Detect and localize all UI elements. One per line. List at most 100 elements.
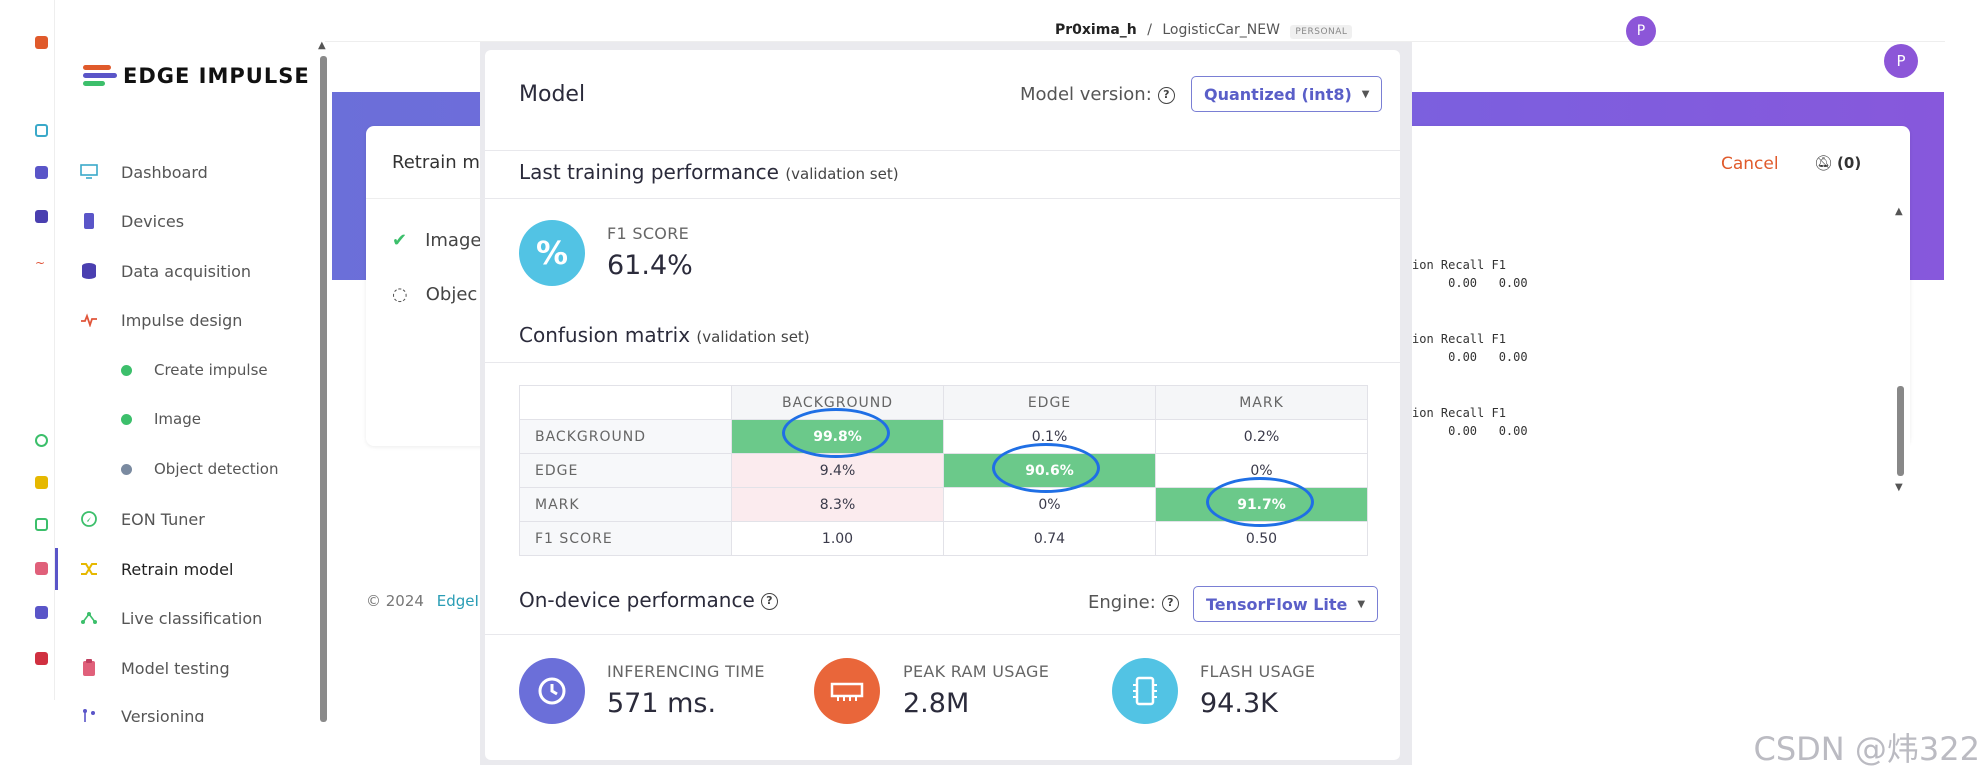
ondevice-title: On-device performance? — [519, 588, 778, 612]
sidebar-item-label: Data acquisition — [121, 261, 252, 281]
sidebar-item-impulse-design[interactable]: Impulse design — [79, 310, 242, 330]
section-title: Last training performance — [519, 160, 779, 184]
avatar[interactable]: P — [1626, 16, 1656, 46]
sidebar-item-eon-tuner[interactable]: EON Tuner — [79, 509, 205, 529]
step-image: ✔ Image — [392, 230, 481, 251]
divider — [485, 634, 1400, 635]
console-scrollbar[interactable]: ▲ ▼ — [1895, 206, 1907, 496]
model-version-value: Quantized (int8) — [1204, 84, 1352, 104]
project-owner[interactable]: Pr0xima_h — [1055, 22, 1137, 38]
column-header: EDGE — [943, 385, 1156, 420]
table-cell: 1.00 — [731, 521, 944, 556]
rail-branch-icon[interactable] — [35, 606, 48, 619]
bell-off-icon: 🔕︎ — [1814, 154, 1834, 172]
sidebar-item-model-testing[interactable]: Model testing — [79, 658, 230, 678]
rail-shuffle-icon[interactable] — [35, 476, 48, 489]
sidebar-item-object-detection[interactable]: Object detection — [121, 460, 278, 478]
avatar[interactable]: P — [1884, 44, 1918, 78]
rail-database-icon[interactable] — [35, 210, 48, 223]
help-icon[interactable]: ? — [760, 593, 778, 610]
engine-value: TensorFlow Lite — [1206, 594, 1348, 614]
sidebar-item-devices[interactable]: Devices — [79, 211, 184, 231]
console-line: ion Recall F1 — [1412, 406, 1506, 420]
project-name[interactable]: LogisticCar_NEW — [1162, 22, 1280, 38]
table-row: BACKGROUND 99.8% 0.1% 0.2% — [519, 419, 1368, 454]
divider — [485, 198, 1400, 199]
training-console: ion Recall F1 0.00 0.00 ion Recall F1 0.… — [1412, 200, 1910, 518]
section-title: Confusion matrix — [519, 323, 691, 347]
chip-icon — [79, 211, 99, 231]
shuffle-icon — [79, 559, 99, 579]
sidebar-item-label: Dashboard — [121, 162, 208, 182]
status-dot-icon — [121, 413, 132, 425]
sidebar-item-data-acquisition[interactable]: Data acquisition — [79, 261, 251, 281]
engine-dropdown[interactable]: TensorFlow Lite ▼ — [1193, 586, 1379, 622]
sidebar-item-label: Retrain model — [121, 559, 234, 579]
divider — [485, 150, 1400, 151]
status-dot-icon — [121, 364, 132, 376]
last-training-title: Last training performance (validation se… — [519, 160, 899, 184]
column-header: MARK — [1155, 385, 1368, 420]
console-line: 0.00 0.00 — [1412, 350, 1528, 364]
table-cell: 0% — [1155, 453, 1368, 488]
help-icon[interactable]: ? — [1157, 86, 1175, 104]
clipboard-icon — [79, 658, 99, 678]
rail-cube-icon[interactable] — [35, 652, 48, 665]
notifications-button[interactable]: 🔕︎ (0) — [1814, 154, 1861, 172]
caret-down-icon: ▼ — [1357, 598, 1366, 610]
edge-impulse-logo-icon — [83, 65, 117, 87]
scroll-up-arrow-icon[interactable]: ▲ — [1895, 206, 1903, 217]
model-version-dropdown[interactable]: Quantized (int8) ▼ — [1191, 76, 1383, 112]
rail-compass-icon[interactable] — [35, 434, 48, 447]
table-corner — [519, 385, 732, 420]
metric-label: PEAK RAM USAGE — [903, 662, 1050, 681]
table-cell: 90.6% — [943, 453, 1156, 488]
rail-chip-icon[interactable] — [35, 166, 48, 179]
table-cell: 0.1% — [943, 419, 1156, 454]
sidebar-item-retrain-model[interactable]: Retrain model — [79, 559, 233, 579]
sidebar-item-create-impulse[interactable]: Create impulse — [121, 361, 268, 379]
rail-clipboard-icon[interactable] — [35, 562, 48, 575]
scroll-down-arrow-icon[interactable]: ▼ — [1895, 482, 1903, 493]
sidebar-item-image[interactable]: Image — [121, 410, 201, 428]
rail-monitor-icon[interactable] — [35, 124, 48, 137]
divider — [366, 198, 486, 199]
row-header: EDGE — [519, 453, 732, 488]
table-row: MARK 8.3% 0% 91.7% — [519, 487, 1368, 522]
monitor-icon — [79, 162, 99, 182]
rail-network-icon[interactable] — [35, 518, 48, 531]
engine-label-text: Engine: — [1088, 592, 1156, 613]
section-title: On-device performance — [519, 588, 755, 612]
footer: © 2024 EdgeIm — [366, 592, 494, 610]
sidebar-item-live-classification[interactable]: Live classification — [79, 608, 262, 628]
row-header: F1 SCORE — [519, 521, 732, 556]
rail-pulse-icon[interactable]: ~ — [35, 256, 48, 270]
section-note: (validation set) — [696, 328, 810, 346]
metric-value: 571 ms. — [607, 688, 717, 719]
model-modal: Model Model version:? Quantized (int8) ▼ … — [485, 50, 1400, 760]
engine-label: Engine:? — [1088, 592, 1179, 613]
table-cell: 99.8% — [731, 419, 944, 454]
footer-link[interactable]: EdgeIm — [436, 592, 494, 610]
scrollbar-thumb[interactable] — [1897, 386, 1904, 476]
watermark: CSDN @炜322 — [1753, 730, 1981, 768]
scroll-up-arrow-icon[interactable]: ▲ — [318, 40, 326, 51]
sidebar-item-label: Devices — [121, 211, 185, 231]
logo[interactable]: EDGE IMPULSE — [83, 64, 310, 88]
sidebar-item-versioning[interactable]: Versioning — [79, 707, 205, 722]
status-dot-icon — [121, 463, 132, 475]
help-icon[interactable]: ? — [1161, 594, 1179, 612]
rail-logo-icon — [35, 36, 48, 49]
step-label: Image — [425, 230, 482, 251]
cancel-button[interactable]: Cancel — [1721, 154, 1779, 174]
sidebar-item-dashboard[interactable]: Dashboard — [79, 162, 208, 182]
confusion-matrix-table: BACKGROUND EDGE MARK BACKGROUND 99.8% 0.… — [519, 385, 1368, 556]
check-icon: ✔ — [392, 230, 408, 251]
scrollbar-thumb[interactable] — [320, 56, 327, 722]
section-note: (validation set) — [785, 165, 899, 183]
step-label: Objec — [425, 284, 478, 305]
compass-icon — [79, 509, 99, 529]
divider — [485, 362, 1400, 363]
sidebar-scrollbar[interactable]: ▲ — [318, 40, 328, 722]
metric-label: FLASH USAGE — [1200, 662, 1316, 681]
